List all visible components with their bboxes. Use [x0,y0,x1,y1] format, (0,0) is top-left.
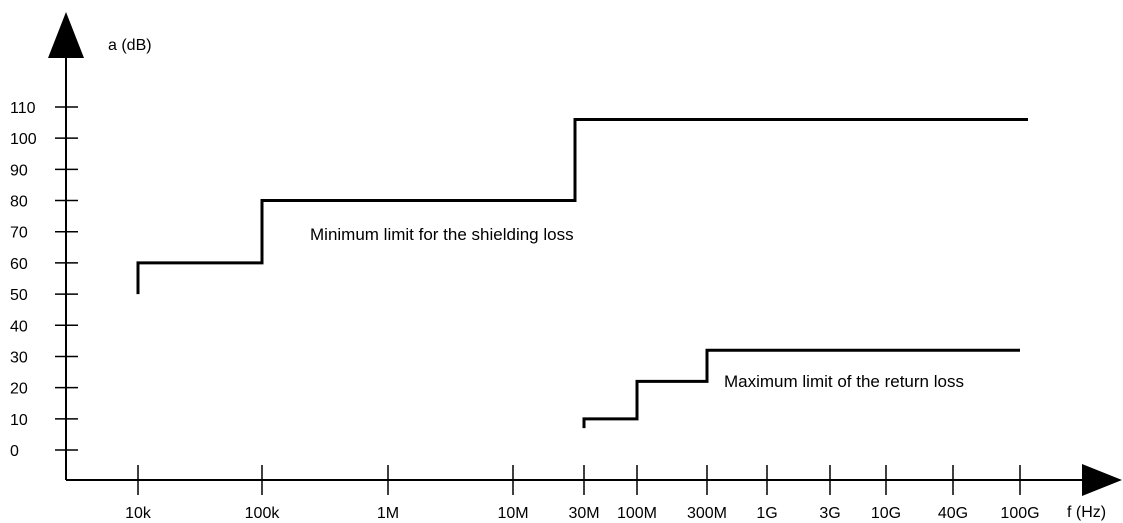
y-tick-label: 50 [10,287,28,304]
shielding-loss-line [136,117,1028,295]
y-tick-label: 110 [10,100,36,117]
x-tick-label: 10M [497,505,528,522]
x-tick-label: 3G [819,505,840,522]
shielding-loss-annotation: Minimum limit for the shielding loss [310,225,574,244]
x-tick-label: 100M [617,505,657,522]
y-tick-label: 60 [10,256,28,273]
y-tick-label: 0 [10,443,19,460]
y-tick-label: 90 [10,162,28,179]
return-loss-annotation: Maximum limit of the return loss [724,372,964,391]
x-tick-label: 100G [1000,505,1039,522]
y-tick-label: 20 [10,381,28,398]
y-axis-arrow-icon [48,12,84,58]
x-tick-label: 300M [687,505,727,522]
x-tick-label: 10k [125,505,152,522]
x-ticks: 10k 100k 1M 10M 30M 100M 300M 1G 3G 10G 40G 100G [125,465,1040,522]
axes: a (dB) f (Hz) [48,12,1122,521]
x-tick-label: 40G [938,505,968,522]
return-loss-line [582,348,1020,429]
y-tick-label: 100 [10,131,37,148]
annotations: Minimum limit for the shielding loss Maxi… [310,225,964,391]
x-tick-label: 10G [871,505,901,522]
y-tick-label: 40 [10,318,28,335]
x-tick-label: 1M [377,505,399,522]
y-axis-label: a (dB) [108,37,152,54]
x-axis-arrow-icon [1082,464,1122,496]
x-tick-label: 30M [568,505,599,522]
series-group [136,117,1028,429]
x-tick-label: 100k [245,505,281,522]
x-axis-label: f (Hz) [1067,504,1106,521]
y-tick-label: 70 [10,225,28,242]
y-ticks: 0 10 20 30 40 50 60 70 80 90 100 110 [10,100,78,460]
y-tick-label: 80 [10,194,28,211]
y-tick-label: 10 [10,412,28,429]
x-tick-label: 1G [756,505,777,522]
y-tick-label: 30 [10,349,28,366]
